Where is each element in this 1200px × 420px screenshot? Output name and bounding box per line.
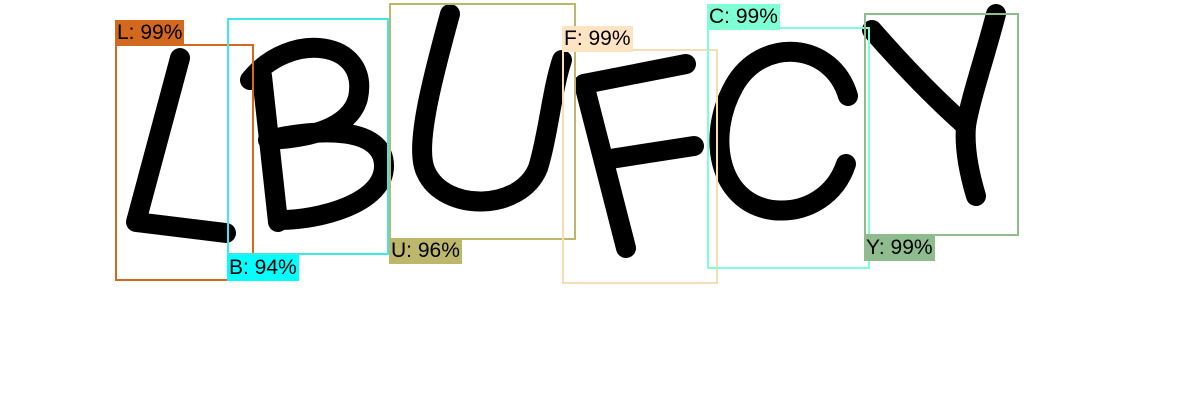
letter-f-middle <box>594 136 704 170</box>
detection-box-c <box>707 27 870 269</box>
detection-box-b <box>227 18 389 255</box>
detection-label-c: C: 99% <box>707 4 780 30</box>
letter-u-stroke <box>412 4 572 212</box>
detection-label-y: Y: 99% <box>864 235 935 261</box>
detection-box-u <box>389 3 576 240</box>
detection-label-b: B: 94% <box>227 255 299 281</box>
letter-c-stroke <box>709 41 858 221</box>
letter-f-top <box>574 54 696 94</box>
letter-b-bowls <box>240 37 394 230</box>
letter-y-stem <box>955 4 1006 206</box>
letter-l-stroke <box>126 48 236 243</box>
letter-y-left-arm <box>862 20 976 136</box>
detection-label-f: F: 99% <box>562 26 633 52</box>
detection-label-l: L: 99% <box>115 20 185 46</box>
detection-box-f <box>562 49 718 284</box>
detection-box-l <box>115 44 254 281</box>
detection-box-y <box>864 13 1019 236</box>
detection-label-u: U: 96% <box>389 238 462 264</box>
